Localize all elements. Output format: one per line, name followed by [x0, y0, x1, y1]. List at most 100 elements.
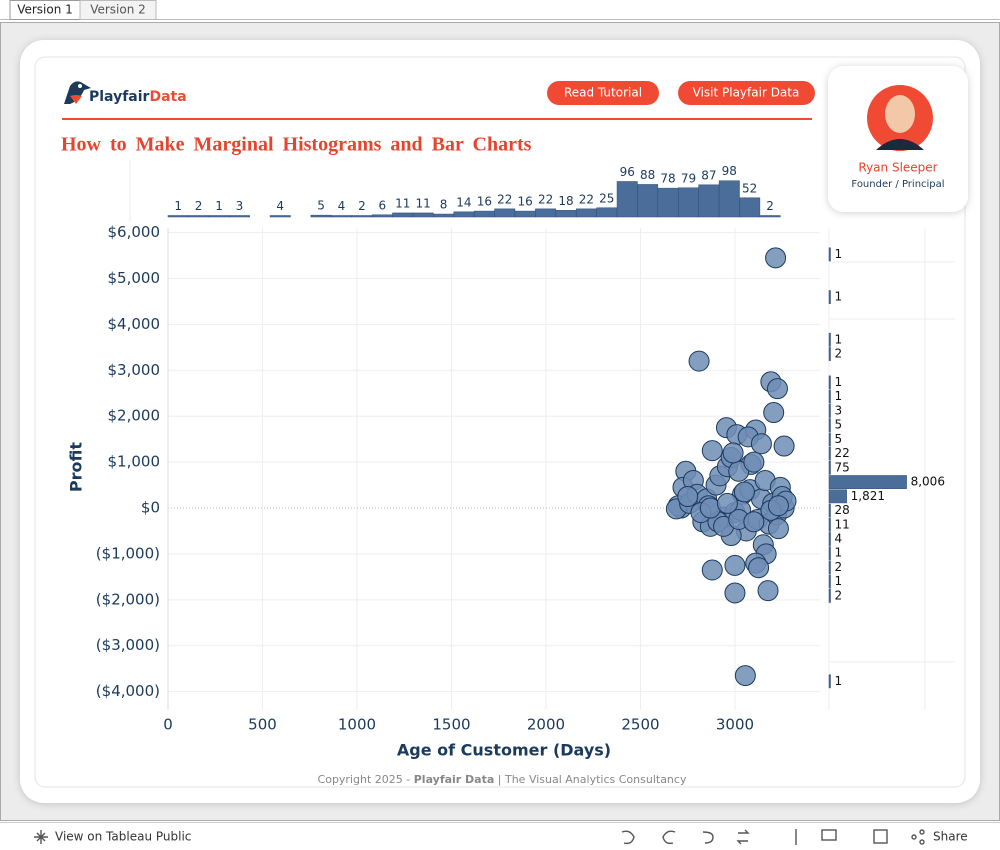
- y-tick-label: ($3,000): [96, 636, 160, 654]
- y-axis-label: Profit: [67, 442, 86, 492]
- logo-text: PlayfairData: [89, 89, 187, 105]
- x-tick-label: 500: [248, 716, 277, 734]
- bar-label: 1: [835, 389, 843, 403]
- bar: [555, 210, 577, 218]
- x-tick-label: 3000: [716, 716, 754, 734]
- tab-label[interactable]: Version 2: [90, 3, 146, 17]
- bar: [371, 214, 393, 218]
- bar-label: 5: [835, 418, 843, 432]
- point: [766, 378, 788, 400]
- button-label[interactable]: Visit Playfair Data: [693, 86, 800, 100]
- bar: [678, 187, 699, 218]
- bar-label: 78: [660, 172, 675, 186]
- bar: [828, 574, 831, 589]
- logo-part: Playfair: [89, 89, 150, 105]
- bar: [828, 674, 831, 689]
- point: [773, 435, 795, 457]
- point: [743, 511, 765, 533]
- bar-label: 1,821: [851, 489, 885, 503]
- bar: [828, 489, 847, 504]
- point: [743, 451, 765, 473]
- bar: [433, 213, 454, 218]
- footer-part: | The Visual Analytics Consultancy: [494, 773, 687, 786]
- bar: [828, 517, 831, 532]
- point: [733, 481, 755, 503]
- footer: Copyright 2025 - Playfair Data | The Vis…: [318, 773, 687, 786]
- bar: [828, 446, 831, 461]
- bar-label: 2: [358, 199, 366, 213]
- x-tick-label: 1000: [338, 716, 376, 734]
- bar-label: 1: [174, 199, 182, 213]
- bar: [828, 589, 831, 603]
- button-label[interactable]: Read Tutorial: [564, 86, 642, 100]
- point: [765, 247, 787, 269]
- bar-label: 3: [236, 199, 244, 213]
- point: [688, 350, 710, 372]
- toolbar-label[interactable]: Share: [933, 830, 968, 844]
- y-tick-label: $6,000: [108, 223, 161, 241]
- bar: [828, 290, 831, 304]
- bar: [657, 187, 679, 218]
- bar-label: 1: [215, 199, 223, 213]
- x-tick-label: 1500: [432, 716, 470, 734]
- bar-label: 11: [415, 196, 430, 210]
- bar-label: 98: [722, 164, 737, 178]
- bar-label: 22: [579, 192, 594, 206]
- tab-label[interactable]: Version 1: [17, 3, 73, 17]
- toolbar-label[interactable]: View on Tableau Public: [55, 830, 191, 844]
- bar: [739, 197, 761, 218]
- bar: [351, 215, 373, 218]
- bar: [494, 208, 516, 218]
- bar-label: 2: [766, 199, 774, 213]
- bar: [759, 215, 781, 218]
- bar-label: 11: [835, 517, 850, 531]
- bar: [828, 546, 831, 561]
- x-tick-label: 2000: [527, 716, 565, 734]
- bar: [514, 210, 536, 218]
- bar-label: 2: [195, 199, 203, 213]
- bar-label: 5: [835, 432, 843, 446]
- toolbar-icons[interactable]: [34, 829, 925, 845]
- bar-label: 4: [338, 199, 346, 213]
- bar-label: 1: [835, 290, 843, 304]
- tab-bar: [0, 0, 1000, 20]
- toolbar: [0, 822, 1000, 850]
- bar: [828, 332, 831, 347]
- bar-label: 5: [317, 199, 325, 213]
- bar-label: 1: [835, 375, 843, 389]
- tab[interactable]: [79, 0, 157, 20]
- bar: [453, 211, 475, 218]
- point: [750, 433, 772, 455]
- y-tick-label: $1,000: [108, 453, 161, 471]
- bar: [828, 247, 831, 262]
- point: [757, 580, 779, 602]
- bar: [596, 207, 618, 218]
- y-tick-label: $0: [141, 499, 160, 517]
- bar-label: 11: [395, 196, 410, 210]
- bar: [828, 347, 831, 361]
- x-tick-label: 2500: [621, 716, 659, 734]
- bar: [828, 532, 831, 546]
- button[interactable]: [678, 81, 815, 105]
- bar-label: 16: [477, 195, 492, 209]
- logo-part: Data: [149, 89, 186, 105]
- bar: [828, 432, 831, 447]
- bar: [188, 215, 210, 218]
- bar-label: 4: [276, 199, 284, 213]
- bar-label: 1: [835, 574, 843, 588]
- bar: [828, 475, 907, 489]
- button[interactable]: [547, 81, 659, 105]
- bar-label: 22: [835, 446, 850, 460]
- bar-label: 8: [440, 198, 448, 212]
- bar: [828, 389, 831, 404]
- x-tick-label: 0: [163, 716, 173, 734]
- y-tick-label: $2,000: [108, 407, 161, 425]
- bar-label: 87: [701, 168, 716, 182]
- author-name: Ryan Sleeper: [858, 161, 937, 175]
- bar-label: 3: [835, 403, 843, 417]
- bar: [167, 215, 189, 218]
- bar: [310, 214, 332, 218]
- bar: [828, 460, 831, 475]
